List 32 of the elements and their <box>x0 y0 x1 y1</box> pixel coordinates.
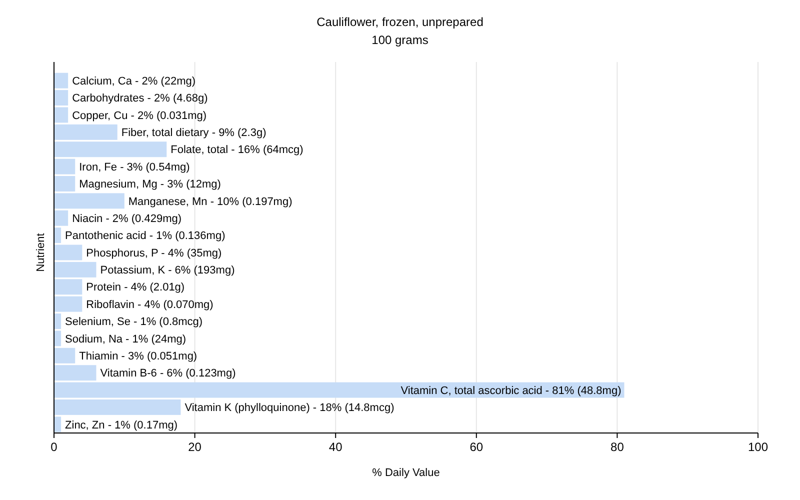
chart-title: Cauliflower, frozen, unprepared <box>316 15 484 29</box>
y-tick-label: Copper, Cu - 2% (0.031mg) <box>72 110 207 122</box>
y-tick-label: Pantothenic acid - 1% (0.136mg) <box>65 230 226 242</box>
y-tick-label: Manganese, Mn - 10% (0.197mg) <box>128 196 292 208</box>
y-axis-title: Nutrient <box>35 233 47 272</box>
x-tick-label: 100 <box>748 440 768 454</box>
x-axis-title: % Daily Value <box>372 467 440 479</box>
bar <box>54 244 82 260</box>
y-tick-label: Magnesium, Mg - 3% (12mg) <box>79 178 221 191</box>
y-tick-label: Protein - 4% (2.01g) <box>86 282 185 294</box>
y-tick-label: Potassium, K - 6% (193mg) <box>100 264 235 277</box>
y-tick-label: Fiber, total dietary - 9% (2.3g) <box>121 127 266 140</box>
x-tick-label: 20 <box>188 440 202 454</box>
y-tick-label: Vitamin C, total ascorbic acid - 81% (48.8mg) <box>400 384 622 397</box>
x-tick-label: 40 <box>328 440 343 454</box>
chart-subtitle: 100 grams <box>372 33 428 47</box>
x-tick-label: 60 <box>470 440 484 454</box>
x-tick-label: 0 <box>50 440 58 454</box>
y-tick-label: Calcium, Ca - 2% (22mg) <box>72 75 196 88</box>
y-tick-label: Vitamin B-6 - 6% (0.123mg) <box>100 368 236 380</box>
y-tick-label: Vitamin K (phylloquinone) - 18% (14.8mcg) <box>184 402 394 414</box>
y-tick-label: Iron, Fe - 3% (0.54mg) <box>79 161 190 174</box>
y-tick-label: Selenium, Se - 1% (0.8mcg) <box>65 316 203 328</box>
y-tick-label: Sodium, Na - 1% (24mg) <box>65 333 186 346</box>
y-tick-label: Folate, total - 16% (64mcg) <box>170 144 304 156</box>
y-tick-label: Riboflavin - 4% (0.070mg) <box>86 298 214 311</box>
y-tick-label: Phosphorus, P - 4% (35mg) <box>86 247 222 260</box>
x-tick-label: 80 <box>610 440 624 454</box>
y-tick-label: Niacin - 2% (0.429mg) <box>72 212 182 225</box>
y-tick-label: Carbohydrates - 2% (4.68g) <box>72 92 208 105</box>
y-tick-label: Zinc, Zn - 1% (0.17mg) <box>65 419 178 432</box>
y-tick-label: Thiamin - 3% (0.051mg) <box>79 350 198 362</box>
